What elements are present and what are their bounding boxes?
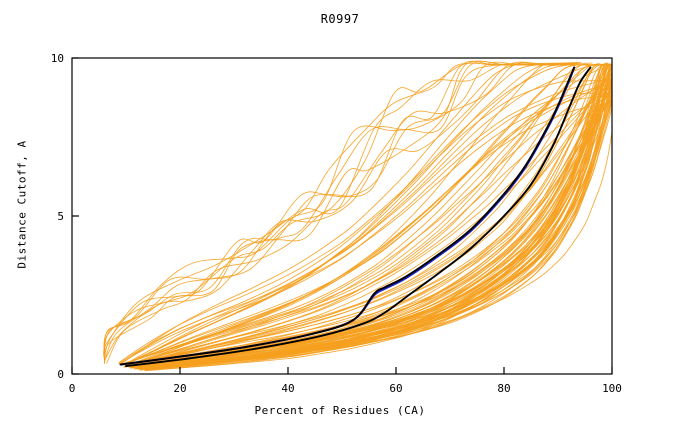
axis-tick-labels: 0 20 40 60 80 100 0 5 10	[51, 52, 622, 395]
curve-path	[103, 61, 564, 364]
curve-path	[127, 95, 612, 368]
curve-path	[125, 66, 592, 368]
curve-path	[144, 129, 612, 372]
curve-path	[124, 65, 612, 366]
curve-path	[123, 64, 612, 364]
curve-path	[126, 64, 610, 366]
svg-text:0: 0	[69, 382, 76, 395]
curve-path	[131, 63, 610, 368]
svg-text:10: 10	[51, 52, 64, 65]
axis-ticks	[71, 57, 613, 375]
svg-text:80: 80	[497, 382, 510, 395]
curve-path	[144, 68, 612, 369]
chart-title: R0997	[320, 12, 360, 26]
svg-text:60: 60	[389, 382, 402, 395]
curve-path	[126, 79, 612, 367]
curve-path	[124, 65, 612, 368]
curve-path	[127, 63, 612, 368]
curve-path	[124, 63, 612, 364]
svg-text:100: 100	[602, 382, 622, 395]
curve-path	[118, 95, 611, 364]
curve-path	[134, 62, 612, 367]
curve-path	[125, 64, 611, 365]
curve-path	[106, 62, 593, 364]
svg-text:0: 0	[57, 368, 64, 381]
svg-text:5: 5	[57, 210, 64, 223]
curve-path	[103, 61, 594, 362]
x-axis-label: Percent of Residues (CA)	[254, 404, 426, 417]
curve-path	[119, 66, 576, 366]
curve-path	[118, 64, 612, 363]
curve-path	[125, 101, 612, 368]
plot-background	[72, 58, 612, 374]
curve-path	[128, 87, 607, 368]
curve-path	[143, 69, 611, 370]
curve-path	[127, 83, 610, 368]
curve-path	[123, 80, 602, 366]
data-curves	[103, 60, 612, 372]
curve-path	[123, 76, 612, 368]
curve-path	[132, 103, 608, 369]
curve-path	[142, 92, 612, 369]
curve-path	[140, 74, 611, 369]
curve-path	[103, 62, 576, 363]
svg-text:40: 40	[281, 382, 294, 395]
curve-path	[126, 89, 612, 367]
curve-path	[139, 64, 609, 368]
curve-path	[103, 63, 579, 363]
curve-path	[125, 64, 612, 366]
svg-text:20: 20	[173, 382, 186, 395]
